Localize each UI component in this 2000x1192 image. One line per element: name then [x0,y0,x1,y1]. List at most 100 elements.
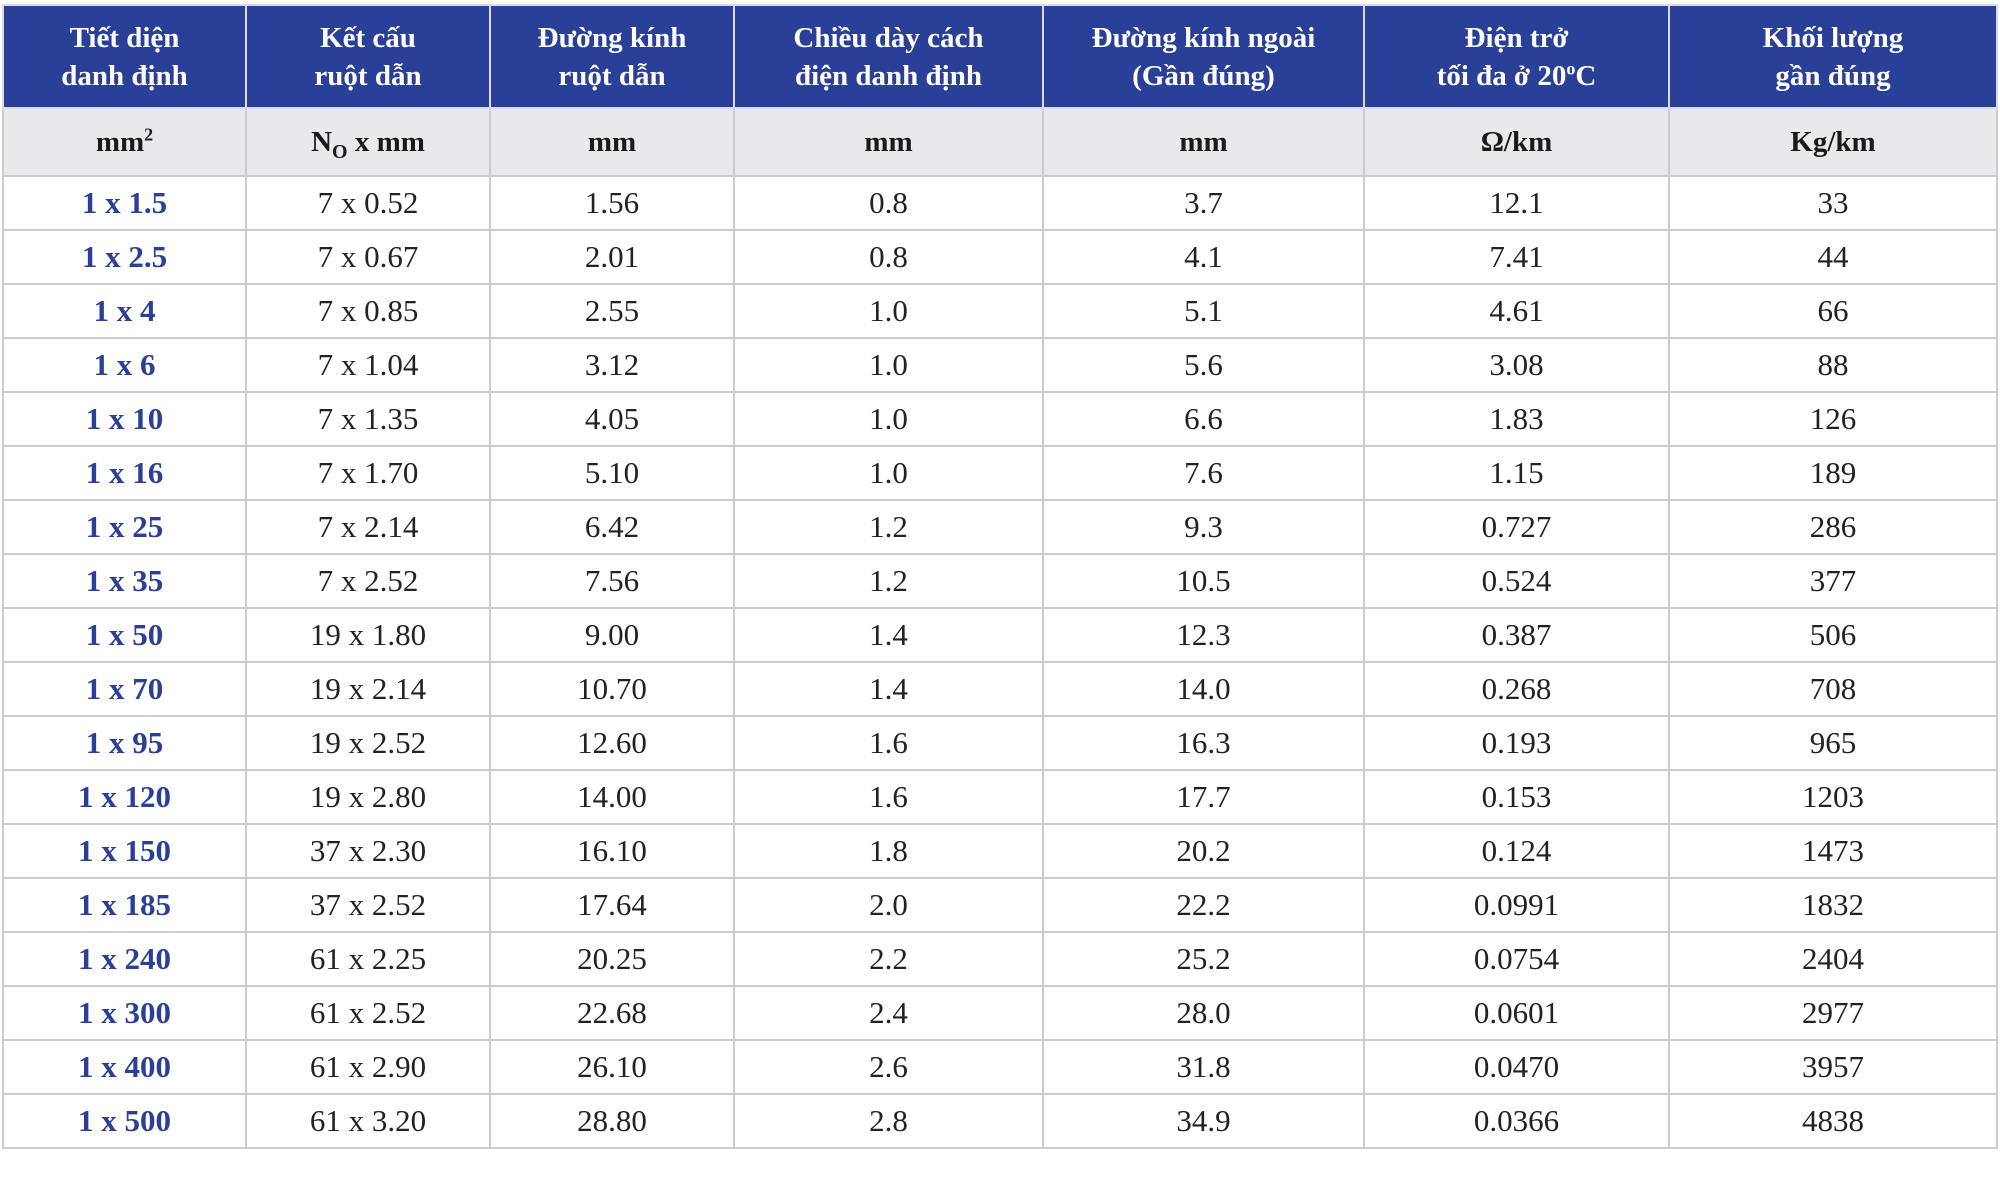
cell-size: 1 x 10 [2,391,247,447]
cell-weight: 2404 [1668,931,1998,987]
cell-resistance: 0.0991 [1363,877,1670,933]
cell-size: 1 x 95 [2,715,247,771]
cell-resistance: 0.727 [1363,499,1670,555]
table-row: 1 x 2.5 7 x 0.67 2.01 0.8 4.1 7.41 44 [2,229,1998,285]
table-row: 1 x 50 19 x 1.80 9.00 1.4 12.3 0.387 506 [2,607,1998,663]
cell-outer-diameter: 17.7 [1042,769,1365,825]
cell-outer-diameter: 16.3 [1042,715,1365,771]
cell-conductor-diameter: 1.56 [489,175,735,231]
cell-size: 1 x 1.5 [2,175,247,231]
unit-structure: NO x mm [245,107,491,177]
cell-structure: 19 x 1.80 [245,607,491,663]
cell-conductor-diameter: 26.10 [489,1039,735,1095]
table-row: 1 x 35 7 x 2.52 7.56 1.2 10.5 0.524 377 [2,553,1998,609]
cell-weight: 88 [1668,337,1998,393]
cell-conductor-diameter: 17.64 [489,877,735,933]
cell-structure: 37 x 2.52 [245,877,491,933]
cell-weight: 126 [1668,391,1998,447]
cell-resistance: 0.153 [1363,769,1670,825]
cell-conductor-diameter: 3.12 [489,337,735,393]
cell-outer-diameter: 20.2 [1042,823,1365,879]
unit-weight: Kg/km [1668,107,1998,177]
cell-insulation-thickness: 0.8 [733,229,1044,285]
table-row: 1 x 240 61 x 2.25 20.25 2.2 25.2 0.0754 2404 [2,931,1998,987]
unit-outer-diameter: mm [1042,107,1365,177]
cell-conductor-diameter: 9.00 [489,607,735,663]
table-row: 1 x 1.5 7 x 0.52 1.56 0.8 3.7 12.1 33 [2,175,1998,231]
cell-structure: 7 x 0.67 [245,229,491,285]
cell-weight: 33 [1668,175,1998,231]
table-row: 1 x 25 7 x 2.14 6.42 1.2 9.3 0.727 286 [2,499,1998,555]
cell-structure: 19 x 2.14 [245,661,491,717]
cell-structure: 19 x 2.52 [245,715,491,771]
cell-resistance: 0.124 [1363,823,1670,879]
cell-insulation-thickness: 1.4 [733,607,1044,663]
cell-weight: 506 [1668,607,1998,663]
cell-structure: 7 x 0.85 [245,283,491,339]
cell-insulation-thickness: 1.0 [733,445,1044,501]
cell-weight: 4838 [1668,1093,1998,1149]
cell-outer-diameter: 31.8 [1042,1039,1365,1095]
table-row: 1 x 10 7 x 1.35 4.05 1.0 6.6 1.83 126 [2,391,1998,447]
cell-resistance: 0.0366 [1363,1093,1670,1149]
cell-weight: 44 [1668,229,1998,285]
cell-structure: 7 x 2.52 [245,553,491,609]
table-row: 1 x 500 61 x 3.20 28.80 2.8 34.9 0.0366 4838 [2,1093,1998,1149]
cell-outer-diameter: 28.0 [1042,985,1365,1041]
cell-conductor-diameter: 10.70 [489,661,735,717]
cell-structure: 37 x 2.30 [245,823,491,879]
cell-insulation-thickness: 2.0 [733,877,1044,933]
cell-conductor-diameter: 5.10 [489,445,735,501]
header-max-resistance: Điện trở tối đa ở 20oC [1363,4,1670,109]
cell-insulation-thickness: 1.6 [733,769,1044,825]
cell-structure: 7 x 1.04 [245,337,491,393]
cell-resistance: 0.524 [1363,553,1670,609]
cell-size: 1 x 500 [2,1093,247,1149]
cell-resistance: 1.15 [1363,445,1670,501]
header-conductor-structure: Kết cấu ruột dẫn [245,4,491,109]
cell-weight: 66 [1668,283,1998,339]
header-approx-weight: Khối lượng gần đúng [1668,4,1998,109]
cell-resistance: 4.61 [1363,283,1670,339]
cell-structure: 61 x 3.20 [245,1093,491,1149]
cell-insulation-thickness: 1.2 [733,499,1044,555]
cell-resistance: 0.0754 [1363,931,1670,987]
cell-structure: 61 x 2.25 [245,931,491,987]
table-row: 1 x 120 19 x 2.80 14.00 1.6 17.7 0.153 1203 [2,769,1998,825]
cell-weight: 1203 [1668,769,1998,825]
cell-resistance: 0.0601 [1363,985,1670,1041]
cell-size: 1 x 2.5 [2,229,247,285]
table-row: 1 x 150 37 x 2.30 16.10 1.8 20.2 0.124 1473 [2,823,1998,879]
cell-weight: 286 [1668,499,1998,555]
cell-outer-diameter: 12.3 [1042,607,1365,663]
cell-insulation-thickness: 1.0 [733,337,1044,393]
table-row: 1 x 70 19 x 2.14 10.70 1.4 14.0 0.268 708 [2,661,1998,717]
cell-resistance: 7.41 [1363,229,1670,285]
cell-size: 1 x 4 [2,283,247,339]
cell-outer-diameter: 5.1 [1042,283,1365,339]
cell-resistance: 1.83 [1363,391,1670,447]
cell-resistance: 0.387 [1363,607,1670,663]
cell-conductor-diameter: 28.80 [489,1093,735,1149]
unit-conductor-diameter: mm [489,107,735,177]
unit-resistance: Ω/km [1363,107,1670,177]
cell-outer-diameter: 7.6 [1042,445,1365,501]
cell-insulation-thickness: 2.6 [733,1039,1044,1095]
header-outer-diameter: Đường kính ngoài (Gần đúng) [1042,4,1365,109]
header-conductor-diameter: Đường kính ruột dẫn [489,4,735,109]
cell-conductor-diameter: 6.42 [489,499,735,555]
cell-weight: 708 [1668,661,1998,717]
table-body: 1 x 1.5 7 x 0.52 1.56 0.8 3.7 12.1 33 1 x 2.5 7 … [2,175,1998,1149]
cell-outer-diameter: 3.7 [1042,175,1365,231]
cell-conductor-diameter: 2.01 [489,229,735,285]
cell-structure: 7 x 1.35 [245,391,491,447]
cell-size: 1 x 300 [2,985,247,1041]
header-row: Tiết diện danh định Kết cấu ruột dẫn Đườ… [2,4,1998,109]
header-nominal-cross-section: Tiết diện danh định [2,4,247,109]
cell-resistance: 12.1 [1363,175,1670,231]
cell-size: 1 x 150 [2,823,247,879]
cell-insulation-thickness: 1.2 [733,553,1044,609]
cell-insulation-thickness: 2.2 [733,931,1044,987]
table-row: 1 x 16 7 x 1.70 5.10 1.0 7.6 1.15 189 [2,445,1998,501]
cell-size: 1 x 35 [2,553,247,609]
